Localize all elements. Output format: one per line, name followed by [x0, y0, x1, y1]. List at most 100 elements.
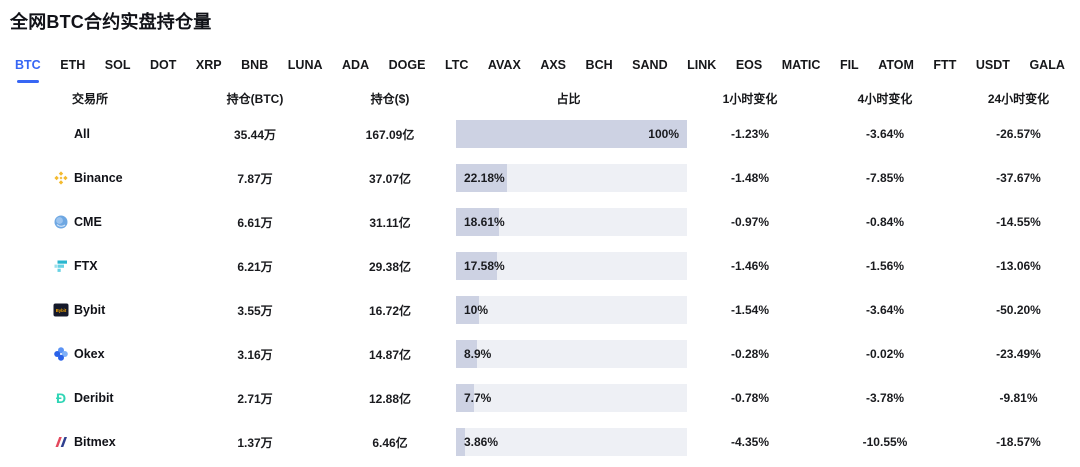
tab-label: LUNA: [287, 58, 323, 72]
tab-matic[interactable]: MATIC: [782, 58, 821, 72]
share-percent-label: 22.18%: [464, 171, 505, 185]
share-percent-label: 8.9%: [464, 347, 492, 361]
share-bar-fill: [456, 428, 465, 456]
exchange-cell: Bybit Bybit: [0, 302, 180, 318]
tab-xrp[interactable]: XRP: [196, 58, 222, 72]
exchange-name: Okex: [74, 347, 105, 361]
share-bar-fill: [456, 252, 497, 280]
tab-label: AXS: [540, 58, 567, 72]
exchange-name: Deribit: [74, 391, 114, 405]
change-24h-value: -26.57%: [996, 127, 1041, 141]
oi-usd-value: 167.09亿: [365, 127, 415, 142]
tab-eos[interactable]: EOS: [736, 58, 762, 72]
oi-btc-value: 2.71万: [237, 391, 273, 406]
exchange-cell: Binance: [0, 170, 180, 186]
share-bar-cell: 100%: [450, 120, 687, 148]
tab-avax[interactable]: AVAX: [488, 58, 521, 72]
share-bar-cell: 10%: [450, 296, 687, 324]
oi-usd-value: 16.72亿: [368, 303, 412, 318]
table-header-row: 交易所 持仓(BTC) 持仓($) 占比 1小时变化 4小时变化 24小时变化: [0, 90, 1080, 107]
share-bar: 22.18%: [456, 164, 687, 192]
share-bar: 7.7%: [456, 384, 687, 412]
oi-usd-value: 31.11亿: [369, 215, 411, 230]
share-bar: 18.61%: [456, 208, 687, 236]
table-row-ftx: FTX 6.21万 29.38亿 17.58% -1.46% -1.56% -13.06%: [0, 244, 1080, 288]
exchange-name: FTX: [74, 259, 98, 273]
tab-usdt[interactable]: USDT: [976, 58, 1010, 72]
exchange-name: Bitmex: [74, 435, 116, 449]
column-header-oi-usd: 持仓($): [370, 92, 410, 106]
tab-ftt[interactable]: FTT: [933, 58, 956, 72]
share-bar-fill: [456, 384, 474, 412]
tab-axs[interactable]: AXS: [540, 58, 566, 72]
oi-btc-value: 35.44万: [233, 127, 277, 142]
table-row-cme: CME 6.61万 31.11亿 18.61% -0.97% -0.84% -14.55%: [0, 200, 1080, 244]
tab-ada[interactable]: ADA: [342, 58, 369, 72]
oi-usd-value: 14.87亿: [368, 347, 412, 362]
column-header-exchange: 交易所: [71, 92, 108, 106]
tab-luna[interactable]: LUNA: [288, 58, 323, 72]
share-bar-cell: 17.58%: [450, 252, 687, 280]
table-row-bitmex: Bitmex 1.37万 6.46亿 3.86% -4.35% -10.55% -18.57…: [0, 420, 1080, 464]
table-row-deribit: Ð Deribit 2.71万 12.88亿 7.7% -0.78% -3.78% -9.81…: [0, 376, 1080, 420]
change-1h-value: -1.54%: [730, 303, 770, 317]
tab-atom[interactable]: ATOM: [878, 58, 914, 72]
tab-label: USDT: [975, 58, 1010, 72]
cme-icon: [53, 214, 69, 230]
change-24h-value: -50.20%: [996, 303, 1041, 317]
no-icon: [53, 126, 69, 142]
tab-sand[interactable]: SAND: [632, 58, 667, 72]
share-percent-label: 17.58%: [464, 259, 505, 273]
change-1h-value: -0.97%: [730, 215, 770, 229]
share-bar-fill: [456, 120, 687, 148]
change-4h-value: -0.84%: [865, 215, 905, 229]
share-bar-fill: [456, 164, 508, 192]
change-4h-value: -0.02%: [865, 347, 905, 361]
share-bar: 3.86%: [456, 428, 687, 456]
change-1h-value: -4.35%: [730, 435, 770, 449]
tab-eth[interactable]: ETH: [60, 58, 85, 72]
tab-btc[interactable]: BTC: [15, 58, 41, 83]
change-4h-value: -7.85%: [865, 171, 905, 185]
tab-label: EOS: [735, 58, 763, 72]
tab-label: GALA: [1029, 58, 1065, 72]
column-header-share: 占比: [556, 92, 581, 106]
tab-label: ATOM: [878, 58, 914, 72]
change-24h-value: -9.81%: [999, 391, 1038, 405]
oi-btc-value: 3.16万: [237, 347, 273, 362]
oi-usd-value: 29.38亿: [368, 259, 412, 274]
oi-usd-value: 6.46亿: [372, 435, 408, 450]
page-title: 全网BTC合约实盘持仓量: [10, 12, 212, 32]
change-1h-value: -1.23%: [730, 127, 770, 141]
share-percent-label: 7.7%: [464, 391, 492, 405]
share-bar-fill: [456, 208, 499, 236]
oi-usd-value: 12.88亿: [368, 391, 412, 406]
change-1h-value: -1.46%: [730, 259, 770, 273]
change-24h-value: -13.06%: [996, 259, 1041, 273]
tab-ltc[interactable]: LTC: [445, 58, 468, 72]
share-bar-cell: 8.9%: [450, 340, 687, 368]
tab-label: FTT: [933, 58, 957, 72]
oi-btc-value: 1.37万: [237, 435, 273, 450]
oi-btc-value: 6.61万: [237, 215, 273, 230]
tab-bnb[interactable]: BNB: [241, 58, 268, 72]
exchange-cell: FTX: [0, 258, 180, 274]
tab-doge[interactable]: DOGE: [389, 58, 426, 72]
tab-bch[interactable]: BCH: [586, 58, 613, 72]
tab-label: DOT: [150, 58, 177, 72]
tab-gala[interactable]: GALA: [1029, 58, 1064, 72]
tab-label: XRP: [195, 58, 222, 72]
tab-label: BNB: [241, 58, 269, 72]
tab-dot[interactable]: DOT: [150, 58, 176, 72]
column-header-change-1h: 1小时变化: [722, 92, 778, 106]
tab-sol[interactable]: SOL: [105, 58, 131, 72]
oi-btc-value: 7.87万: [237, 171, 273, 186]
exchange-cell: Ð Deribit: [0, 390, 180, 406]
bitmex-icon: [53, 434, 69, 450]
active-tab-underline: [16, 80, 39, 83]
tab-link[interactable]: LINK: [687, 58, 716, 72]
svg-text:Bybit: Bybit: [56, 308, 67, 313]
share-bar-cell: 7.7%: [450, 384, 687, 412]
tab-label: DOGE: [388, 58, 426, 72]
tab-fil[interactable]: FIL: [840, 58, 859, 72]
